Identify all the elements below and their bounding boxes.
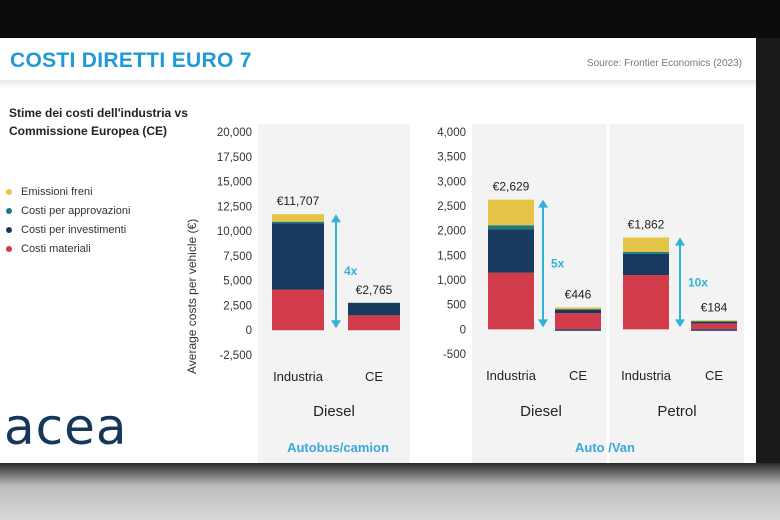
bar-segment bbox=[488, 272, 534, 330]
monitor-bezel-top bbox=[0, 0, 780, 38]
y-tick-label: 1,000 bbox=[437, 275, 466, 287]
bar-segment-negative bbox=[555, 329, 601, 331]
multiplier-arrowhead bbox=[538, 319, 548, 328]
monitor-bezel-bottom bbox=[0, 463, 780, 520]
bar-segment bbox=[691, 321, 737, 324]
bar-segment bbox=[555, 309, 601, 310]
bar-segment bbox=[691, 320, 737, 322]
legend-label: Costi materiali bbox=[21, 242, 91, 255]
y-tick-label: 3,500 bbox=[437, 152, 466, 164]
slide: COSTI DIRETTI EURO 7 Source: Frontier Ec… bbox=[0, 38, 756, 463]
bar-segment bbox=[555, 307, 601, 310]
source-note: Source: Frontier Economics (2023) bbox=[586, 58, 742, 69]
y-tick-label: 5,000 bbox=[223, 276, 252, 288]
y-tick-label: -500 bbox=[443, 349, 466, 361]
section-label-auto-van: Auto /Van bbox=[575, 440, 635, 455]
multiplier-arrowhead bbox=[538, 199, 548, 208]
bar-segment bbox=[623, 237, 669, 252]
y-tick-label: 15,000 bbox=[217, 177, 252, 189]
bar-segment bbox=[488, 199, 534, 226]
x-tick-label: CE bbox=[705, 368, 723, 383]
group-label: Diesel bbox=[520, 403, 562, 420]
bar-segment bbox=[272, 214, 324, 222]
y-axis-label: Average costs per vehicle (€) bbox=[185, 219, 199, 374]
bar-segment bbox=[623, 275, 669, 330]
bar-total-label: €2,765 bbox=[356, 283, 393, 297]
y-tick-label: 500 bbox=[447, 300, 466, 312]
bar-segment-negative bbox=[691, 329, 737, 331]
legend-label: Emissioni freni bbox=[21, 185, 93, 198]
y-tick-label: 17,500 bbox=[217, 152, 252, 164]
panel-autobus: 20,000 17,500 15,000 12,500 10,000 7,500 5,000… bbox=[217, 124, 410, 463]
bar-segment bbox=[623, 251, 669, 254]
y-tick-label: 2,500 bbox=[437, 201, 466, 213]
bar-segment bbox=[348, 302, 400, 316]
chart-subtitle: Stime dei costi dell'industria vs Commis… bbox=[9, 106, 188, 138]
monitor-bezel-right bbox=[756, 38, 780, 463]
bar-total-label: €184 bbox=[701, 300, 728, 314]
legend-item-materials: Costi materiali bbox=[6, 239, 130, 258]
group-label: Diesel bbox=[313, 403, 355, 420]
multiplier-arrowhead bbox=[675, 237, 685, 246]
bar-segment bbox=[555, 309, 601, 314]
legend: Emissioni freni Costi per approvazioni C… bbox=[6, 182, 130, 258]
bar-segment bbox=[272, 289, 324, 331]
group-label: Petrol bbox=[657, 403, 696, 420]
legend-item-investments: Costi per investimenti bbox=[6, 220, 130, 239]
slide-title: COSTI DIRETTI EURO 7 bbox=[10, 49, 252, 72]
chart-canvas: 20,000 17,500 15,000 12,500 10,000 7,500 5,000… bbox=[185, 124, 744, 463]
section-label-autobus: Autobus/camion bbox=[287, 440, 389, 455]
acea-logo: acea bbox=[4, 398, 128, 456]
y-tick-label: 4,000 bbox=[437, 127, 466, 139]
x-tick-label: Industria bbox=[273, 369, 324, 384]
bar-segment bbox=[555, 313, 601, 330]
legend-swatch bbox=[6, 226, 12, 233]
bar-total-label: €1,862 bbox=[628, 217, 665, 231]
y-tick-label: 0 bbox=[246, 325, 252, 337]
x-tick-label: Industria bbox=[486, 368, 537, 383]
y-tick-label: 10,000 bbox=[217, 226, 252, 238]
legend-item-approvals: Costi per approvazioni bbox=[6, 201, 130, 220]
legend-label: Costi per investimenti bbox=[21, 223, 127, 236]
y-tick-label: 3,000 bbox=[437, 176, 466, 188]
bar-segment bbox=[272, 221, 324, 224]
x-tick-label: CE bbox=[569, 368, 587, 383]
bar-segment bbox=[488, 225, 534, 230]
legend-item-brakes: Emissioni freni bbox=[6, 182, 130, 201]
bar-segment bbox=[691, 321, 737, 322]
bar-total-label: €2,629 bbox=[493, 180, 530, 194]
legend-swatch bbox=[6, 245, 12, 252]
y-tick-label: 20,000 bbox=[217, 127, 252, 139]
multiplier-arrowhead bbox=[331, 214, 341, 223]
header-divider bbox=[0, 80, 756, 88]
bar-total-label: €11,707 bbox=[277, 194, 320, 208]
multiplier-arrowhead bbox=[675, 319, 685, 328]
y-tick-label: 2,000 bbox=[437, 226, 466, 238]
multiplier-arrowhead bbox=[331, 320, 341, 329]
legend-label: Costi per approvazioni bbox=[21, 204, 131, 217]
bar-segment bbox=[348, 315, 400, 331]
bar-segment bbox=[488, 229, 534, 273]
bar-segment bbox=[272, 223, 324, 290]
multiplier-label: 5x bbox=[551, 256, 565, 270]
bar-segment bbox=[623, 253, 669, 276]
x-tick-label: CE bbox=[365, 369, 383, 384]
x-tick-label: Industria bbox=[621, 368, 672, 383]
panel-auto-van: 4,000 3,500 3,000 2,500 2,000 1,500 1,000 500 0 -… bbox=[437, 124, 744, 463]
legend-swatch bbox=[6, 207, 12, 214]
y-tick-label: -2,500 bbox=[219, 350, 252, 362]
y-tick-label: 0 bbox=[460, 324, 466, 336]
legend-swatch bbox=[6, 188, 12, 195]
y-tick-label: 1,500 bbox=[437, 250, 466, 262]
bar-total-label: €446 bbox=[565, 287, 592, 301]
y-tick-label: 7,500 bbox=[223, 251, 252, 263]
bar-segment bbox=[691, 323, 737, 330]
multiplier-label: 10x bbox=[688, 275, 708, 289]
y-tick-label: 2,500 bbox=[223, 300, 252, 312]
y-tick-label: 12,500 bbox=[217, 201, 252, 213]
multiplier-label: 4x bbox=[344, 264, 358, 278]
